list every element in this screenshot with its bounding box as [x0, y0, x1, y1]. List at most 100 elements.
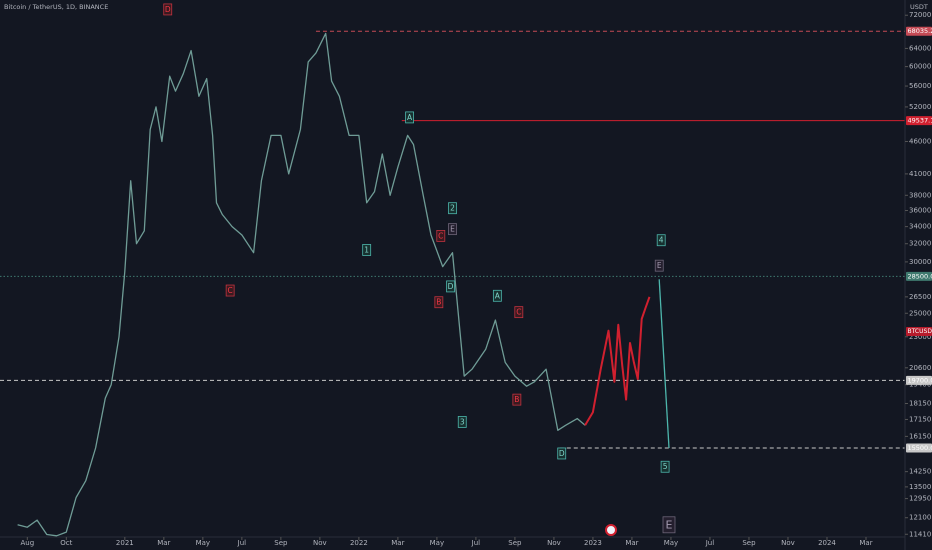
- level-label: 15500.00: [908, 444, 932, 452]
- chart-title: Bitcoin / TetherUS, 1D, BINANCE: [4, 3, 108, 11]
- wave-label: B: [514, 395, 519, 404]
- y-tick-label: 25000.00: [909, 309, 932, 317]
- wave-label-box: [163, 3, 173, 16]
- y-tick-label: 12100.00: [909, 514, 932, 522]
- wave-label: A: [495, 291, 501, 300]
- x-tick-label: Jul: [471, 539, 481, 547]
- level-label-box: [906, 26, 932, 36]
- y-tick-label: 64000.00: [909, 44, 932, 52]
- y-tick-label: 38000.00: [909, 191, 932, 199]
- x-tick-label: May: [196, 539, 210, 547]
- wave-label-box: [656, 234, 666, 247]
- wave-label-box: [662, 516, 676, 534]
- x-tick-label: Nov: [313, 539, 327, 547]
- x-tick-label: Sep: [742, 539, 756, 547]
- wave-label: 1: [364, 245, 369, 254]
- y-tick-label: 23000.00: [909, 333, 932, 341]
- y-tick-label: 16150.00: [909, 432, 932, 440]
- level-label: 19700.00: [908, 376, 932, 384]
- wave-label-box: [557, 447, 567, 460]
- wave-label: D: [559, 449, 565, 458]
- price-line: [584, 296, 651, 426]
- x-tick-label: Aug: [20, 539, 34, 547]
- wave-label-box: [654, 259, 664, 272]
- wave-label: 3: [460, 417, 465, 426]
- wave-label-box: [514, 306, 524, 319]
- x-tick-label: Sep: [508, 539, 522, 547]
- y-tick-label: 56000.00: [909, 82, 932, 90]
- x-tick-label: Jul: [705, 539, 715, 547]
- level-label: 68035.29: [908, 27, 932, 35]
- y-tick-label: 52000.00: [909, 103, 932, 111]
- level-label-box: [906, 443, 932, 453]
- x-tick-label: 2024: [818, 539, 836, 547]
- wave-label-box: [362, 244, 372, 256]
- x-tick-label: Oct: [60, 539, 72, 547]
- wave-label: E: [666, 518, 673, 531]
- y-tick-label: 32000.00: [909, 240, 932, 248]
- price-line: [658, 279, 670, 449]
- wave-label-box: [457, 416, 467, 428]
- level-label-box: [906, 116, 932, 126]
- x-tick-label: Mar: [157, 539, 170, 547]
- wave-label: C: [438, 231, 443, 240]
- y-tick-label: 46000.00: [909, 137, 932, 145]
- wave-label: 2: [450, 204, 455, 213]
- level-label-box: [906, 375, 932, 385]
- price-label-box: [906, 327, 932, 336]
- wave-label-box: [448, 223, 457, 236]
- y-tick-label: 36000.00: [909, 207, 932, 215]
- y-tick-label: 60000.00: [909, 63, 932, 71]
- level-label: 28500.00: [908, 272, 932, 280]
- x-tick-label: Jul: [237, 539, 247, 547]
- wave-label: 5: [663, 462, 668, 471]
- y-tick-label: 26500.00: [909, 293, 932, 301]
- x-tick-label: Nov: [781, 539, 795, 547]
- x-tick-label: May: [430, 539, 444, 547]
- logo: [605, 524, 617, 536]
- wave-label: E: [450, 225, 455, 234]
- wave-label: D: [165, 5, 171, 14]
- x-tick-label: Sep: [274, 539, 288, 547]
- price-line: [17, 32, 586, 537]
- x-tick-label: Mar: [859, 539, 872, 547]
- x-tick-label: 2021: [116, 539, 134, 547]
- wave-label: B: [436, 298, 441, 307]
- y-tick-label: 13500.00: [909, 483, 932, 491]
- wave-label: A: [407, 113, 413, 122]
- x-tick-label: Mar: [391, 539, 404, 547]
- wave-label: D: [448, 282, 454, 291]
- wave-label: C: [228, 286, 233, 295]
- x-tick-label: 2022: [350, 539, 368, 547]
- plot-area: [0, 30, 905, 537]
- wave-label-box: [225, 284, 235, 297]
- x-tick-label: Nov: [547, 539, 561, 547]
- wave-label-box: [405, 111, 414, 124]
- y-tick-label: 14250.00: [909, 468, 932, 476]
- level-label-box: [906, 271, 932, 281]
- y-tick-label: 20600.00: [909, 364, 932, 372]
- wave-label-box: [512, 393, 522, 406]
- x-tick-label: 2023: [584, 539, 602, 547]
- y-tick-label: 34000.00: [909, 223, 932, 231]
- currency-label: USDT: [910, 3, 928, 11]
- wave-label-box: [492, 289, 502, 302]
- wave-label: E: [657, 261, 662, 270]
- x-tick-label: Mar: [625, 539, 638, 547]
- y-tick-label: 72000.00: [909, 11, 932, 19]
- wave-label-box: [436, 229, 446, 242]
- wave-label: C: [516, 308, 521, 317]
- price-label: BTCUSDT: [908, 328, 932, 335]
- x-tick-label: May: [664, 539, 678, 547]
- wave-label-box: [434, 296, 444, 309]
- wave-label-box: [448, 202, 457, 215]
- level-label: 49537.14: [908, 117, 932, 125]
- y-tick-label: 12950.00: [909, 495, 932, 503]
- y-tick-label: 30000.00: [909, 258, 932, 266]
- y-tick-label: 11410.00: [909, 530, 932, 538]
- wave-label: 4: [659, 236, 664, 245]
- y-tick-label: 41000.00: [909, 170, 932, 178]
- y-tick-label: 17150.00: [909, 415, 932, 423]
- y-tick-label: 18150.00: [909, 399, 932, 407]
